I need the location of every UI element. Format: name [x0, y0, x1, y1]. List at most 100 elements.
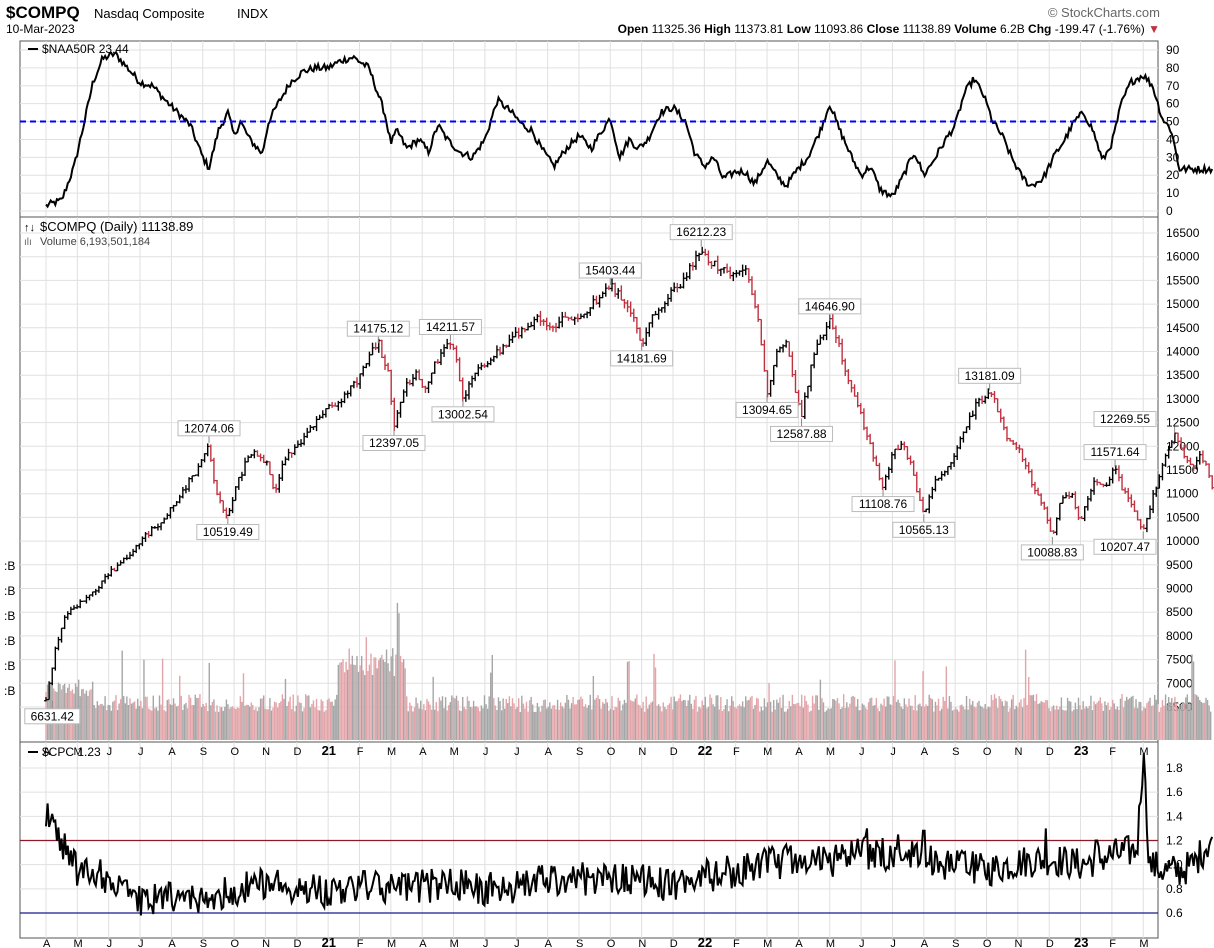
volume-bar: [1056, 705, 1058, 740]
volume-bar: [1125, 696, 1128, 740]
y-tick-label-top: 0: [1166, 204, 1173, 218]
volume-bar: [1177, 708, 1179, 740]
volume-bar: [424, 710, 427, 740]
volume-bar: [692, 708, 694, 740]
volume-bar: [235, 709, 237, 740]
volume-bar: [594, 699, 596, 740]
volume-bar: [735, 708, 738, 740]
volume-bar: [550, 708, 553, 740]
volume-bar: [676, 701, 679, 740]
volume-bar: [287, 701, 290, 740]
volume-bar: [564, 702, 567, 740]
annotation-box: [958, 367, 1022, 384]
volume-bar: [360, 655, 363, 740]
annotation-box: [669, 224, 733, 241]
volume-bar: [171, 704, 173, 740]
volume-bar: [808, 711, 811, 740]
volume-bar: [174, 703, 176, 740]
volume-bar: [563, 708, 565, 740]
x-tick-label: D: [1046, 746, 1054, 758]
volume-bar: [374, 657, 377, 740]
volume-bar: [1026, 705, 1028, 740]
volume-bar: [471, 707, 473, 740]
volume-bar: [1054, 709, 1056, 740]
volume-bar: [869, 698, 871, 740]
volume-bar: [762, 710, 764, 740]
volume-bar: [721, 711, 724, 740]
volume-bar: [1015, 705, 1017, 740]
y-tick-label-bot: 1.6: [1166, 785, 1183, 799]
x-tick-label: 21: [322, 743, 336, 758]
volume-bar: [1146, 703, 1148, 740]
volume-bar: [203, 706, 206, 740]
volume-bar: [427, 701, 430, 740]
volume-bar: [626, 661, 629, 740]
volume-bar: [1045, 700, 1047, 740]
x-tick-label: S: [576, 938, 583, 948]
volume-bar: [804, 695, 806, 740]
volume-bar: [328, 698, 330, 740]
x-tick-label: J: [859, 938, 865, 948]
x-tick-label: A: [545, 938, 553, 948]
volume-bar: [180, 695, 182, 740]
y-tick-label-top: 90: [1166, 43, 1180, 57]
x-tick-label: D: [1046, 938, 1054, 948]
volume-bar: [493, 698, 495, 740]
x-tick-label: M: [450, 938, 459, 948]
volume-bar: [995, 698, 997, 740]
brand-watermark[interactable]: © StockCharts.com: [1047, 5, 1160, 20]
volume-bar: [699, 708, 702, 740]
x-tick-label: O: [230, 938, 239, 948]
x-tick-label: J: [138, 938, 144, 948]
volume-bar: [175, 706, 178, 740]
volume-bar: [939, 710, 941, 740]
x-tick-label: A: [921, 746, 929, 758]
volume-bar: [883, 698, 885, 740]
volume-bar: [1139, 702, 1142, 740]
volume-bar: [802, 707, 804, 740]
volume-bar: [794, 704, 797, 740]
volume-bar: [967, 709, 969, 740]
y-tick-label-main: 9000: [1166, 582, 1193, 596]
symbol-title: $COMPQ: [6, 3, 80, 22]
volume-bar: [457, 700, 459, 740]
volume-bar: [944, 700, 946, 740]
annotation-box: [346, 320, 410, 337]
volume-bar: [514, 709, 517, 740]
y-tick-label-main: 11000: [1166, 487, 1199, 501]
volume-bar: [294, 711, 296, 740]
x-tick-label: M: [450, 746, 459, 758]
annotation-box: [851, 496, 915, 513]
volume-bar: [992, 699, 994, 740]
volume-bar: [547, 706, 549, 740]
volume-bar: [393, 676, 396, 740]
volume-bar: [295, 705, 298, 740]
volume-bar: [314, 707, 316, 740]
volume-bar: [1082, 701, 1084, 740]
x-tick-label: J: [859, 746, 865, 758]
volume-bar: [975, 707, 977, 740]
volume-bar: [161, 658, 164, 740]
volume-bar: [1040, 701, 1042, 740]
x-tick-label: J: [483, 746, 489, 758]
volume-bar: [123, 696, 125, 740]
y-tick-label-main: 16000: [1166, 250, 1200, 264]
x-tick-label: N: [1015, 938, 1023, 948]
volume-bar: [1021, 707, 1024, 740]
volume-bar: [93, 705, 95, 740]
volume-bar: [737, 705, 739, 740]
volume-bar: [1119, 698, 1122, 740]
volume-bar: [337, 664, 340, 740]
volume-bar: [600, 708, 602, 740]
volume-bar: [601, 702, 604, 740]
volume-bar: [1115, 709, 1117, 740]
volume-bar: [619, 700, 621, 740]
y-tick-label-main: 8000: [1166, 629, 1193, 643]
volume-bar: [895, 701, 898, 740]
volume-bar: [385, 649, 388, 740]
volume-bar: [867, 702, 870, 740]
volume-bar: [522, 703, 525, 740]
volume-bar: [611, 696, 613, 740]
volume-bar: [273, 701, 276, 740]
volume-bar: [917, 704, 920, 740]
